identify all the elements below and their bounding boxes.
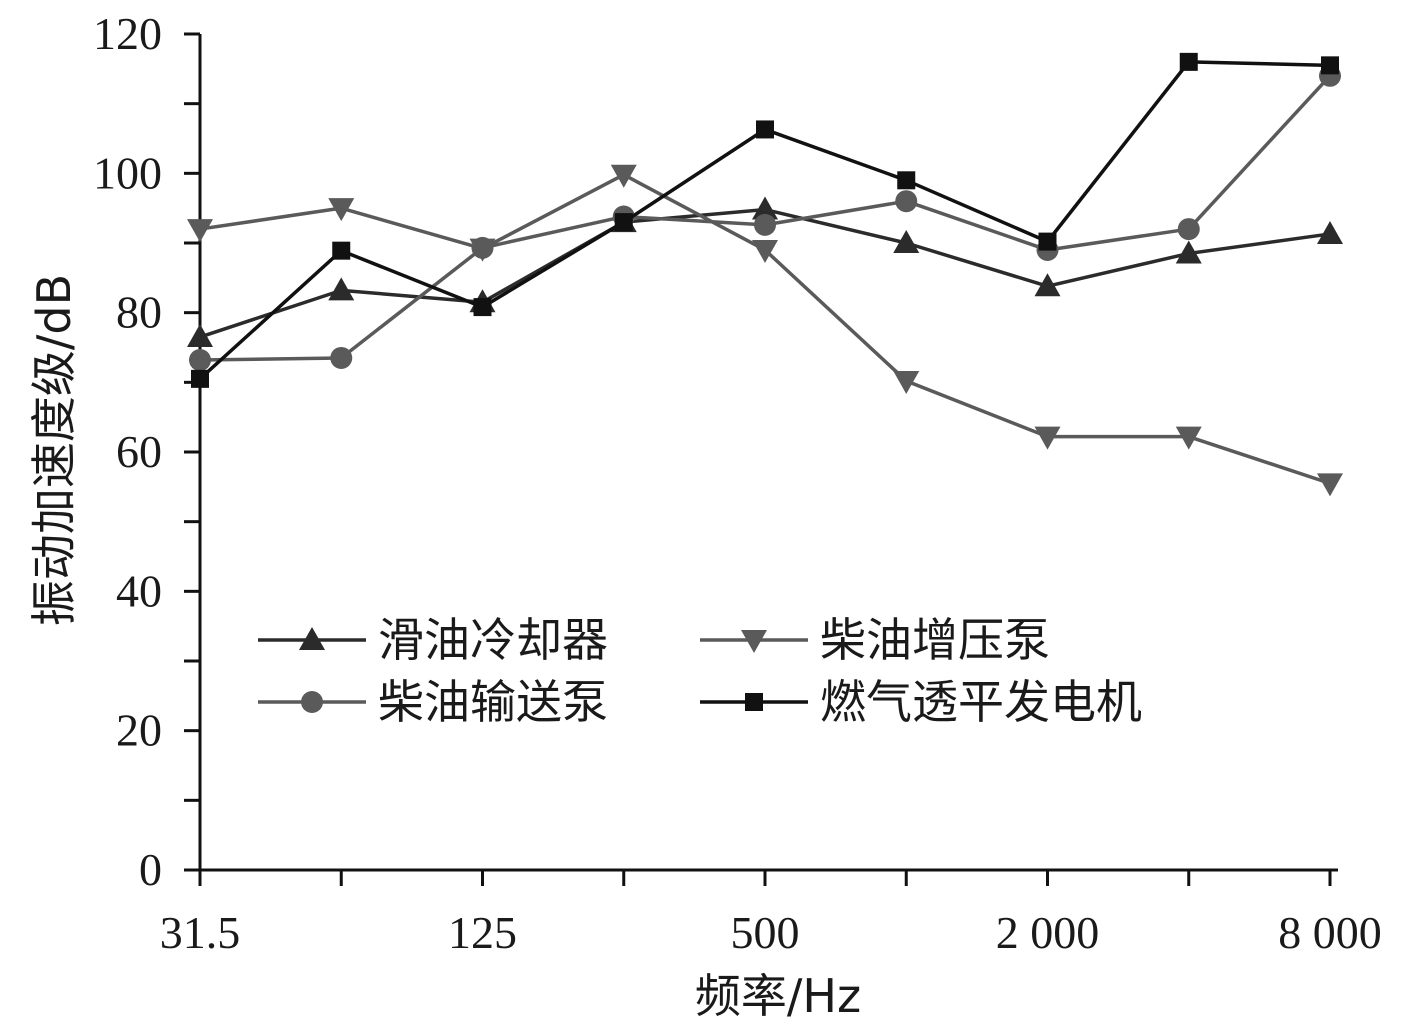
data-point bbox=[328, 198, 355, 222]
data-point bbox=[752, 239, 778, 263]
data-point bbox=[1175, 426, 1202, 450]
legend-label: 柴油增压泵 bbox=[820, 613, 1050, 667]
data-point bbox=[1317, 473, 1343, 497]
y-tick-label: 100 bbox=[93, 147, 162, 198]
data-point bbox=[328, 277, 355, 301]
y-tick-label: 120 bbox=[93, 8, 162, 59]
y-tick-label: 80 bbox=[116, 287, 162, 338]
y-tick-label: 20 bbox=[116, 705, 162, 756]
data-point bbox=[473, 298, 492, 317]
y-tick-label: 0 bbox=[139, 844, 162, 895]
x-axis-title: 频率/Hz bbox=[695, 969, 861, 1023]
data-point bbox=[752, 196, 778, 220]
data-point bbox=[1175, 240, 1202, 264]
data-point bbox=[187, 324, 213, 348]
legend-marker bbox=[741, 630, 767, 653]
legend-marker bbox=[745, 693, 763, 711]
series-3 bbox=[189, 64, 1341, 372]
data-point bbox=[187, 219, 213, 243]
x-ticks: 31.5 125 500 2 000 8 000 bbox=[160, 870, 1382, 958]
x-tick-label: 31.5 bbox=[160, 907, 241, 958]
data-point bbox=[330, 346, 353, 369]
legend-marker bbox=[299, 627, 325, 650]
series-4 bbox=[191, 52, 1339, 388]
data-point bbox=[893, 370, 920, 394]
axes bbox=[198, 34, 1338, 872]
data-point bbox=[895, 190, 918, 213]
data-point bbox=[189, 349, 211, 372]
data-point bbox=[1177, 218, 1200, 241]
data-point bbox=[471, 236, 494, 259]
data-point bbox=[897, 171, 916, 190]
x-tick-label: 8 000 bbox=[1278, 907, 1382, 958]
legend-label: 柴油输送泵 bbox=[378, 675, 608, 729]
legend-item: 柴油增压泵 bbox=[700, 613, 1050, 667]
data-point bbox=[1034, 273, 1061, 297]
data-point bbox=[756, 120, 774, 139]
legend-item: 柴油输送泵 bbox=[258, 675, 608, 729]
data-point bbox=[191, 369, 209, 388]
data-point bbox=[1034, 426, 1061, 450]
x-tick-label: 2 000 bbox=[996, 907, 1100, 958]
data-point bbox=[893, 230, 920, 253]
data-point bbox=[614, 213, 633, 232]
y-ticks: 0 20 40 60 80 100 120 bbox=[93, 8, 200, 895]
y-tick-label: 40 bbox=[116, 565, 162, 616]
data-point bbox=[1038, 232, 1057, 251]
x-tick-label: 125 bbox=[448, 907, 517, 958]
legend-label: 滑油冷却器 bbox=[378, 613, 608, 667]
series-layer bbox=[187, 52, 1343, 497]
data-point bbox=[332, 241, 351, 260]
legend-label: 燃气透平发电机 bbox=[820, 675, 1142, 729]
data-point bbox=[1179, 52, 1198, 71]
y-axis-title: 振动加速度级/dB bbox=[27, 274, 81, 626]
legend-marker bbox=[301, 691, 323, 713]
data-point bbox=[1317, 220, 1343, 244]
x-tick-label: 500 bbox=[731, 907, 800, 958]
data-point bbox=[610, 164, 637, 188]
data-point bbox=[1321, 56, 1339, 75]
legend-item: 燃气透平发电机 bbox=[700, 675, 1142, 729]
data-point bbox=[754, 213, 776, 236]
legend-item: 滑油冷却器 bbox=[258, 613, 608, 667]
y-tick-label: 60 bbox=[116, 426, 162, 477]
